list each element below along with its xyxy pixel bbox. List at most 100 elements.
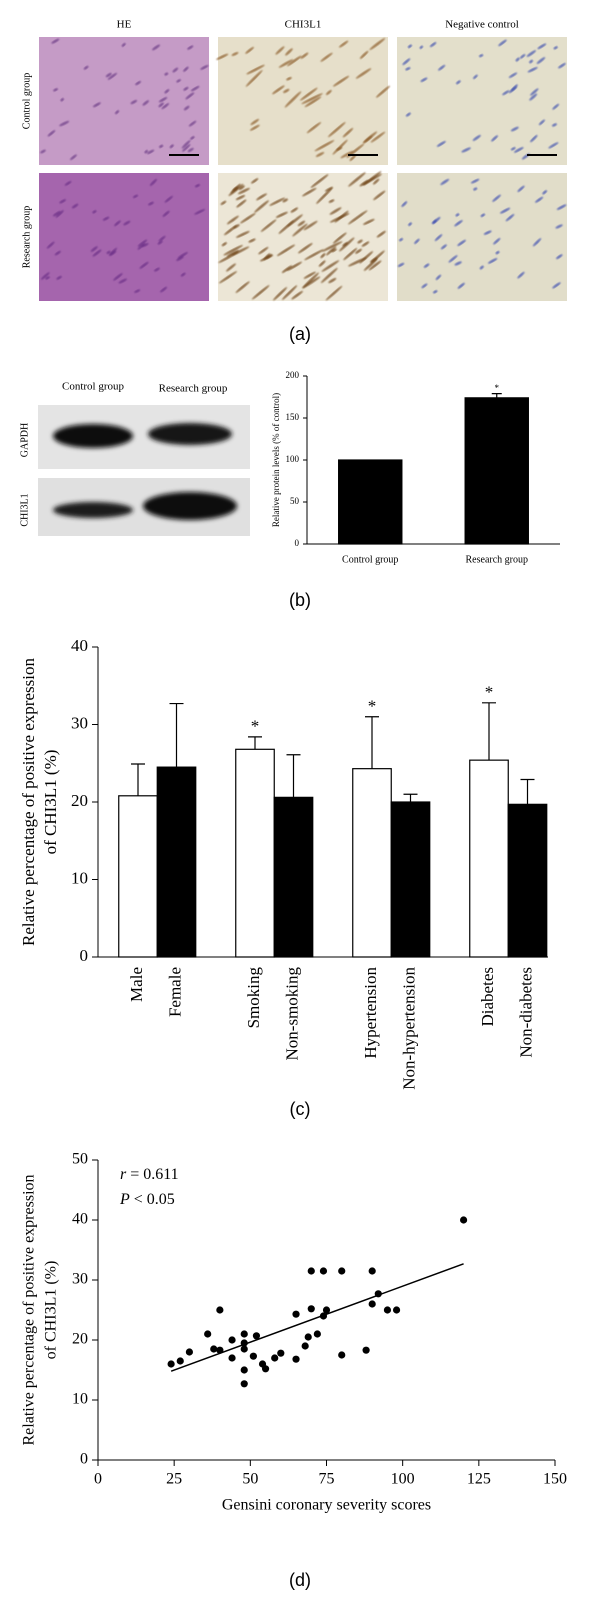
- y-tick-label: 200: [286, 370, 300, 380]
- nucleus: [408, 222, 412, 226]
- nucleus: [118, 278, 128, 284]
- x-tick-label: 100: [391, 1471, 415, 1488]
- nucleus: [551, 123, 557, 127]
- nucleus: [359, 179, 369, 187]
- nucleus: [200, 64, 209, 70]
- nucleus: [275, 46, 285, 55]
- nucleus: [526, 50, 537, 57]
- nucleus: [318, 260, 326, 267]
- nucleus: [325, 285, 343, 301]
- nucleus: [373, 190, 386, 201]
- blot-band: [53, 502, 133, 518]
- nucleus: [287, 214, 303, 227]
- nucleus: [340, 150, 354, 159]
- nucleus: [159, 144, 164, 148]
- nucleus: [363, 218, 375, 225]
- nucleus: [457, 239, 466, 247]
- nucleus: [436, 140, 446, 147]
- bar: [464, 397, 529, 545]
- nucleus: [361, 241, 370, 247]
- nucleus: [348, 172, 366, 187]
- nucleus: [45, 276, 50, 280]
- bar: [352, 768, 392, 958]
- nucleus: [505, 213, 515, 222]
- nucleus: [513, 147, 524, 153]
- y-tick-label: 0: [80, 946, 89, 965]
- nucleus: [113, 273, 123, 281]
- nucleus: [517, 185, 525, 193]
- nucleus: [56, 275, 62, 280]
- nucleus: [290, 207, 299, 213]
- nucleus: [440, 244, 447, 250]
- nucleus: [300, 87, 318, 101]
- bar: [156, 766, 197, 958]
- x-tick-label: 125: [467, 1471, 491, 1488]
- nucleus: [556, 254, 563, 260]
- nucleus: [181, 140, 191, 149]
- nucleus: [455, 213, 460, 217]
- nucleus: [536, 57, 546, 65]
- nucleus: [92, 102, 101, 108]
- nucleus: [71, 203, 79, 209]
- nucleus: [456, 80, 461, 85]
- nucleus: [517, 271, 525, 279]
- point: [319, 1267, 328, 1275]
- nucleus: [53, 88, 59, 92]
- y-tick-label: 10: [72, 1391, 88, 1408]
- nucleus: [355, 248, 362, 254]
- nucleus: [495, 250, 500, 255]
- point: [313, 1330, 321, 1338]
- nucleus: [230, 183, 241, 194]
- nucleus: [108, 247, 118, 256]
- nucleus: [333, 75, 350, 87]
- nucleus: [414, 238, 420, 245]
- nucleus: [218, 251, 239, 264]
- significance-mark: *: [251, 716, 260, 735]
- nucleus: [83, 65, 89, 70]
- nucleus: [291, 290, 303, 300]
- nucleus: [105, 72, 112, 78]
- nucleus: [141, 243, 149, 248]
- x-tick-label: 0: [94, 1471, 102, 1488]
- nucleus: [250, 118, 260, 126]
- blot-column-label: Research group: [159, 383, 228, 395]
- point: [185, 1348, 193, 1356]
- annotation: r = 0.611: [120, 1166, 179, 1183]
- nucleus: [331, 248, 337, 253]
- nucleus: [320, 253, 326, 259]
- nucleus: [376, 230, 386, 238]
- nucleus: [420, 77, 428, 83]
- nucleus: [302, 272, 319, 289]
- nucleus: [221, 242, 227, 247]
- nucleus: [106, 250, 111, 254]
- nucleus: [190, 136, 195, 140]
- significance-mark: *: [485, 682, 494, 701]
- nucleus: [511, 84, 518, 91]
- nucleus: [231, 52, 239, 56]
- point: [307, 1305, 315, 1313]
- nucleus: [321, 241, 343, 252]
- nucleus: [102, 216, 110, 221]
- x-tick-label: 50: [242, 1471, 258, 1488]
- column-label: HE: [117, 19, 132, 31]
- nucleus: [332, 139, 348, 155]
- nucleus: [363, 258, 378, 271]
- point: [240, 1330, 248, 1338]
- nucleus: [399, 237, 403, 242]
- point: [362, 1346, 370, 1354]
- x-axis-label: Gensini coronary severity scores: [222, 1497, 431, 1514]
- nucleus: [266, 253, 273, 259]
- row-label: Research group: [21, 206, 32, 268]
- nucleus: [304, 249, 324, 261]
- x-tick-label: 150: [543, 1471, 567, 1488]
- nucleus: [223, 225, 237, 236]
- error-bar: [482, 702, 496, 761]
- nucleus: [132, 194, 139, 199]
- y-tick-label: 50: [290, 496, 300, 506]
- nucleus: [169, 144, 174, 149]
- nucleus: [246, 64, 265, 75]
- nucleus: [157, 240, 163, 245]
- y-tick-label: 10: [71, 868, 88, 887]
- point: [249, 1352, 257, 1360]
- nucleus: [470, 178, 480, 184]
